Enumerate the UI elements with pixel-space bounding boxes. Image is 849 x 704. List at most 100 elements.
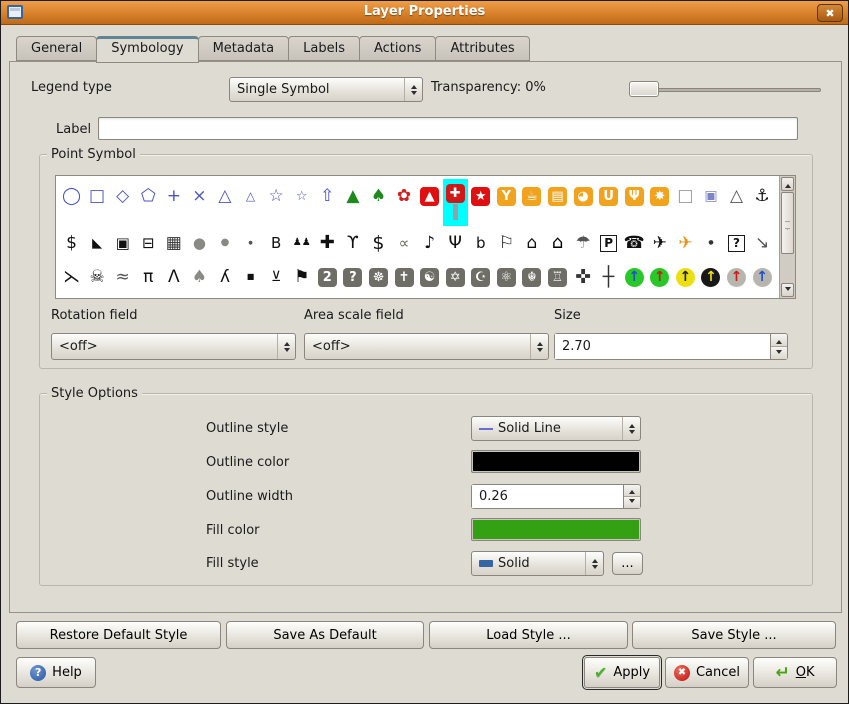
- symbol-square-icon[interactable]: □: [89, 185, 106, 206]
- symbol-dollar-large-icon[interactable]: $: [372, 231, 385, 254]
- symbol-restaurant-icon[interactable]: Ψ: [622, 179, 647, 213]
- load-style-button[interactable]: Load Style ...: [429, 621, 628, 649]
- symbol-dot-icon[interactable]: ●: [248, 239, 253, 246]
- symbol-cross-icon[interactable]: +: [166, 185, 181, 206]
- symbol-airplane-icon[interactable]: ✈: [652, 232, 667, 253]
- symbol-arrow-marker-gray-red-icon[interactable]: ↑: [724, 260, 749, 294]
- symbol-fuel-icon[interactable]: b: [475, 233, 486, 252]
- scroll-up-icon[interactable]: [781, 177, 794, 191]
- symbol-pizza-icon[interactable]: ◕: [571, 179, 596, 213]
- symbol-telephone-icon[interactable]: ☎: [623, 232, 645, 253]
- symbol-star-icon[interactable]: ☆: [268, 185, 284, 206]
- symbol-picnic-table-icon[interactable]: π: [143, 266, 154, 287]
- symbol-arrow-marker-yellow-black-icon[interactable]: ↑: [673, 260, 698, 294]
- symbol-badge-khanda-icon[interactable]: ☬: [519, 260, 544, 294]
- symbol-compass-rose-icon[interactable]: ✜: [575, 265, 592, 288]
- transparency-slider[interactable]: [629, 81, 821, 99]
- outline-color-button[interactable]: [471, 450, 641, 473]
- symbol-cafe-icon[interactable]: ☕: [519, 179, 544, 213]
- symbol-arrow-marker-gray-blue-icon[interactable]: ↑: [750, 260, 775, 294]
- scrollbar-thumb[interactable]: [781, 192, 794, 254]
- symbol-arrow-marker-green-blue-icon[interactable]: ↑: [622, 260, 647, 294]
- symbol-list-scrollbar[interactable]: [779, 176, 795, 298]
- symbol-square-outline-icon[interactable]: □: [677, 185, 694, 206]
- symbol-flower-icon[interactable]: ✿: [396, 185, 412, 206]
- spin-buttons[interactable]: [623, 485, 640, 508]
- symbol-square-small-icon[interactable]: ■: [246, 272, 255, 281]
- symbol-badge-cross-icon[interactable]: ✝: [392, 260, 417, 294]
- symbol-flag-icon[interactable]: ⚑: [294, 266, 310, 287]
- help-button[interactable]: ? Help: [16, 657, 96, 688]
- outline-width-spinbox[interactable]: 0.26: [471, 484, 641, 509]
- symbol-flag-note-icon[interactable]: ♪: [424, 232, 436, 253]
- symbol-skier-icon[interactable]: ⋋: [63, 266, 80, 287]
- spin-buttons[interactable]: [770, 334, 787, 359]
- symbol-circle-icon[interactable]: ◯: [61, 185, 82, 206]
- symbol-people-icon[interactable]: ♟♟: [292, 237, 311, 248]
- fill-color-button[interactable]: [471, 518, 641, 541]
- apply-button[interactable]: ✔ Apply: [582, 655, 662, 690]
- symbol-building-icon[interactable]: ▦: [165, 232, 182, 253]
- symbol-arrow-marker-green-red-icon[interactable]: ↑: [647, 260, 672, 294]
- symbol-star-small-icon[interactable]: ☆: [295, 188, 308, 204]
- cancel-button[interactable]: ✖ Cancel: [665, 657, 749, 688]
- symbol-boat-icon[interactable]: ◣: [92, 235, 103, 251]
- symbol-fish-icon[interactable]: ∝: [398, 233, 410, 252]
- symbol-badge-crescent-icon[interactable]: ☪: [468, 260, 493, 294]
- size-spinbox[interactable]: 2.70: [554, 333, 788, 360]
- tab-general[interactable]: General: [16, 36, 98, 61]
- symbol-tent-icon[interactable]: Λ: [167, 266, 180, 287]
- symbol-mine-cart-icon[interactable]: ⊻: [271, 269, 282, 285]
- symbol-question-icon[interactable]: ?: [724, 226, 749, 260]
- symbol-badge-atom-icon[interactable]: ⚛: [494, 260, 519, 294]
- tab-metadata[interactable]: Metadata: [197, 36, 290, 61]
- title-bar[interactable]: Layer Properties ✖: [1, 1, 848, 25]
- symbol-badge-yin-yang-icon[interactable]: ☯: [417, 260, 442, 294]
- symbol-badge-2-icon[interactable]: 2: [315, 260, 340, 294]
- symbol-dollar-icon[interactable]: $: [66, 232, 77, 253]
- symbol-cocktail-icon[interactable]: Y: [494, 179, 519, 213]
- symbol-badge-temple-icon[interactable]: ♖: [545, 260, 570, 294]
- outline-style-combo[interactable]: Solid Line: [471, 416, 641, 441]
- tab-attributes[interactable]: Attributes: [435, 36, 530, 61]
- symbol-anchor-icon[interactable]: ⚓: [754, 185, 770, 206]
- symbol-diamond-icon[interactable]: ◇: [116, 185, 130, 206]
- symbol-arrow-up-icon[interactable]: ⇧: [320, 185, 335, 206]
- symbol-badge-question-icon[interactable]: ?: [340, 260, 365, 294]
- fill-style-more-button[interactable]: ...: [612, 552, 643, 575]
- symbol-gas-pump-icon[interactable]: B: [270, 233, 282, 252]
- symbol-tree-gray-icon[interactable]: ♠: [191, 266, 208, 287]
- tab-labels[interactable]: Labels: [288, 36, 360, 61]
- close-icon[interactable]: ✖: [817, 4, 843, 22]
- symbol-ellipse-icon[interactable]: ●: [192, 233, 206, 252]
- restore-default-style-button[interactable]: Restore Default Style: [16, 621, 221, 649]
- symbol-dot-small-icon[interactable]: ●: [708, 239, 714, 246]
- symbol-cinema-icon[interactable]: ▤: [545, 179, 570, 213]
- symbol-pine-tree-icon[interactable]: ▲: [346, 185, 360, 206]
- symbol-triangle-icon[interactable]: △: [218, 185, 232, 206]
- save-style-button[interactable]: Save Style ...: [632, 621, 836, 649]
- symbol-airplane-orange-icon[interactable]: ✈: [678, 232, 693, 253]
- save-as-default-button[interactable]: Save As Default: [226, 621, 424, 649]
- symbol-camera-icon[interactable]: ▣: [115, 233, 130, 252]
- symbol-triangle-small-icon[interactable]: △: [245, 189, 256, 203]
- symbol-house-outline-icon[interactable]: ⌂: [526, 232, 538, 253]
- fill-style-combo[interactable]: Solid: [471, 551, 604, 576]
- symbol-square-nested-icon[interactable]: ▣: [704, 188, 718, 204]
- symbol-badge-star-of-david-icon[interactable]: ✡: [443, 260, 468, 294]
- symbol-x-icon[interactable]: ×: [192, 185, 207, 206]
- symbol-bakery-icon[interactable]: ✸: [647, 179, 672, 213]
- tab-actions[interactable]: Actions: [358, 36, 437, 61]
- symbol-car-icon[interactable]: ⊟: [141, 233, 155, 252]
- symbol-hiker-icon[interactable]: ʎ: [219, 266, 230, 287]
- symbol-star-badge-icon[interactable]: ★: [468, 179, 493, 213]
- symbol-swimmer-icon[interactable]: ≈: [115, 266, 130, 287]
- symbol-arrow-corner-icon[interactable]: ↘: [754, 232, 770, 253]
- symbol-skull-icon[interactable]: ☠: [89, 266, 105, 287]
- rotation-field-combo[interactable]: <off>: [51, 333, 296, 360]
- symbol-house-icon[interactable]: ⌂: [551, 232, 564, 253]
- symbol-deer-icon[interactable]: ϒ: [346, 232, 359, 253]
- symbol-circle-small-icon[interactable]: ●: [220, 237, 230, 248]
- scroll-down-icon[interactable]: [781, 283, 794, 297]
- ok-button[interactable]: ↵ OK: [753, 657, 837, 688]
